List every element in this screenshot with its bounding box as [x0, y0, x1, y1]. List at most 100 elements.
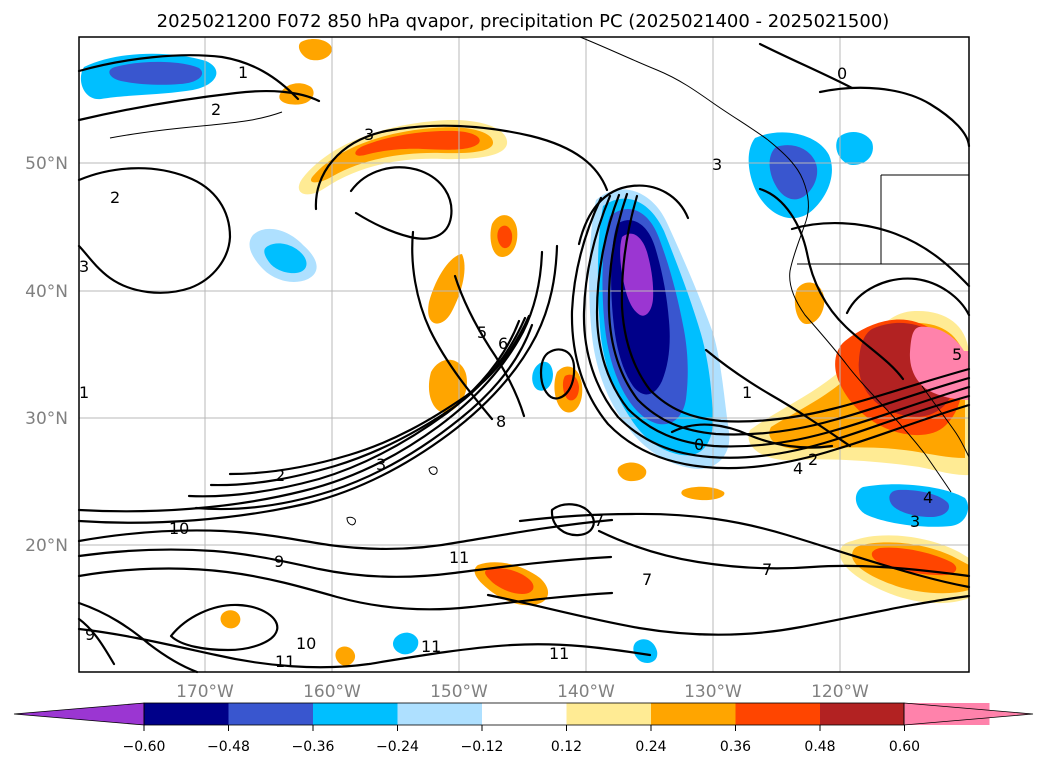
- lon-label-160w: 160°W: [303, 682, 361, 702]
- contour-label-28: 3: [712, 155, 722, 174]
- contour-10-band: [77, 518, 614, 550]
- contour-trough-bundle-1: [570, 196, 971, 470]
- contour-jet-streak-4: [187, 319, 521, 498]
- shading-small-orange-9: [681, 486, 725, 501]
- lat-label-20n: 20°N: [25, 536, 68, 556]
- contour-label-12: 2: [808, 450, 818, 469]
- shading-isolated-cyan-4: [532, 361, 553, 391]
- contour-9-band: [77, 548, 613, 578]
- contour-label-group: 1 2 3 2 3 5 6 8 3 1 0 2 4 2 3 10 9 11 7 …: [79, 63, 962, 671]
- contour-label-14: 2: [275, 466, 285, 485]
- colorbar-segment-8: [735, 703, 821, 725]
- bc-coast: [767, 139, 809, 222]
- colorbar-tick-label-3: −0.36: [292, 739, 335, 755]
- contour-label-8: 8: [496, 412, 506, 431]
- contour-label-10: 1: [742, 383, 752, 402]
- colorbar-segment-7: [651, 703, 736, 725]
- lat-label-30n: 30°N: [25, 409, 68, 429]
- contour-label-15: 3: [910, 512, 920, 531]
- contour-land-2: [790, 222, 971, 288]
- contour-7-southwest-loop: [169, 603, 279, 652]
- shading-small-orange-6: [298, 38, 332, 61]
- contour-label-23: 10: [296, 634, 316, 653]
- contour-trough-bundle-4: [607, 192, 971, 436]
- shading-south-positive-red: [485, 568, 534, 594]
- shading-small-orange-13: [220, 610, 241, 629]
- colorbar-tick-label-1: −0.60: [123, 739, 166, 755]
- shading-small-cyan-12: [633, 639, 658, 663]
- contour-label-11: 0: [694, 435, 704, 454]
- baja-coast: [888, 411, 952, 493]
- contour-11-band: [77, 567, 614, 611]
- contour-jet-streak-3: [194, 323, 534, 511]
- contour-lines: [77, 42, 971, 674]
- contour-11-bottom: [77, 627, 652, 669]
- contour-3-loop: [314, 124, 609, 211]
- contour-label-30: 5: [952, 345, 962, 364]
- coastlines: [109, 36, 970, 526]
- contour-7-south: [597, 529, 971, 578]
- latitude-labels: 50°N 40°N 30°N 20°N: [25, 154, 68, 556]
- colorbar-left-extension: [13, 702, 145, 726]
- contour-label-29: 4: [923, 488, 933, 507]
- contour-label-24: 11: [421, 637, 441, 656]
- alaska-coast: [579, 36, 769, 141]
- contour-label-21: 7: [642, 570, 652, 589]
- contour-label-5: 3: [79, 257, 89, 276]
- contour-left-loop: [77, 167, 232, 294]
- lat-label-50n: 50°N: [25, 154, 68, 174]
- colorbar-tick-label-7: 0.24: [635, 739, 666, 755]
- shading-small-orange-7: [794, 282, 825, 325]
- aleutians: [109, 111, 283, 139]
- shading-isolated-red-2: [497, 225, 513, 249]
- lon-label-170w: 170°W: [176, 682, 234, 702]
- colorbar-segment-2: [228, 703, 314, 725]
- colorbar-tick-label-6: 0.12: [551, 739, 582, 755]
- contour-small-loop-2: [550, 503, 595, 537]
- contour-label-4: 2: [110, 188, 120, 207]
- contour-east-1: [577, 184, 690, 246]
- contour-label-25: 11: [275, 652, 295, 671]
- colorbar-segment-1: [144, 703, 229, 725]
- lon-label-120w: 120°W: [811, 682, 869, 702]
- contour-label-3: 3: [364, 125, 374, 144]
- colorbar-tick-label-10: 0.60: [889, 739, 920, 755]
- colorbar-tick-label-8: 0.36: [720, 739, 751, 755]
- contour-7-east: [518, 512, 971, 589]
- shading-isolated-orange-1: [428, 254, 465, 324]
- contour-5-trough-west: [411, 230, 494, 421]
- colorbar-swatches: [144, 703, 990, 725]
- contour-label-2: 2: [211, 100, 221, 119]
- shading-nw-negative-core: [109, 61, 203, 85]
- hawaii-2: [346, 516, 356, 526]
- colorbar-tick-label-2: −0.48: [207, 739, 250, 755]
- map-frame: [78, 36, 970, 673]
- contour-jet-streak-2: [77, 244, 559, 524]
- contour-1-north: [77, 54, 300, 101]
- shading-small-cyan-10: [836, 132, 873, 165]
- shading-north-band-red: [355, 130, 480, 156]
- colorbar: −0.60 −0.48 −0.36 −0.24 −0.12 0.12 0.24 0.36 0.4…: [13, 702, 1034, 755]
- contour-6-trough-west: [453, 274, 526, 418]
- contour-trough-bundle-2: [582, 194, 971, 459]
- contour-label-7: 6: [498, 334, 508, 353]
- figure-title: 2025021200 F072 850 hPa qvapor, precipit…: [157, 11, 890, 32]
- contour-9-bottom-left: [77, 617, 116, 666]
- shading-midocean-negative-cyan: [264, 243, 307, 274]
- map-panel: 1 2 3 2 3 5 6 8 3 1 0 2 4 2 3 10 9 11 7 …: [77, 36, 971, 674]
- contour-11-south-east: [486, 593, 971, 636]
- lon-label-140w: 140°W: [557, 682, 615, 702]
- contour-trough-bundle-5: [620, 194, 971, 423]
- lat-label-40n: 40°N: [25, 282, 68, 302]
- contour-label-1: 1: [238, 63, 248, 82]
- colorbar-segment-3: [313, 703, 398, 725]
- colorbar-segment-6: [566, 703, 652, 725]
- contour-land-3: [845, 277, 971, 317]
- contour-label-16: 10: [169, 519, 189, 538]
- longitude-labels: 170°W 160°W 150°W 140°W 130°W 120°W: [176, 682, 869, 702]
- shading-subtropical-negative-core: [889, 489, 950, 517]
- colorbar-tick-label-5: −0.12: [461, 739, 504, 755]
- shading-negative-purple-core: [620, 233, 654, 316]
- lon-label-150w: 150°W: [430, 682, 488, 702]
